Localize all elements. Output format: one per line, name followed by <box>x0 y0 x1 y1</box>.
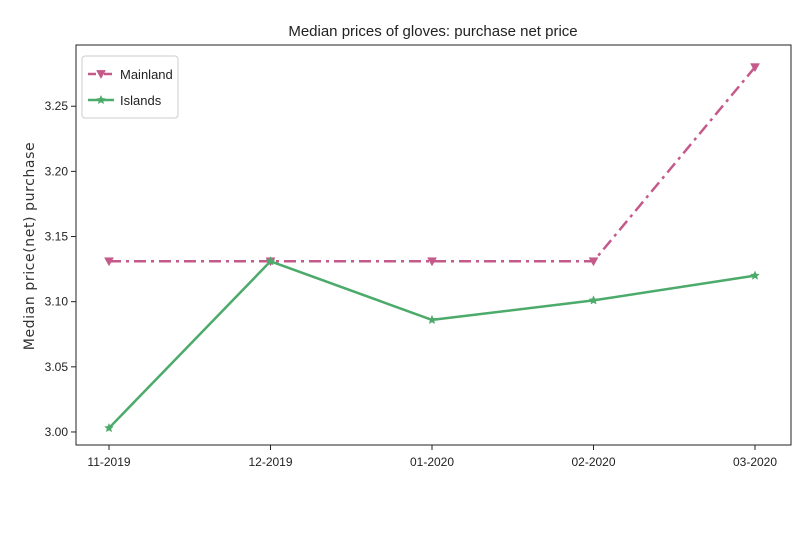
data-point-mainland <box>427 257 437 267</box>
x-tick-label: 03-2020 <box>733 455 777 469</box>
y-tick-label: 3.25 <box>45 99 69 113</box>
legend-marker-islands <box>96 94 106 105</box>
axes: 3.00 3.05 3.10 3.15 3.20 3.25 11-2019 12-2019 01… <box>45 99 778 469</box>
series-layer <box>104 63 760 433</box>
data-point-islands <box>265 256 276 266</box>
x-tick-label: 02-2020 <box>571 455 615 469</box>
y-tick-label: 3.05 <box>45 360 69 374</box>
data-point-islands <box>104 422 114 433</box>
plot-frame <box>75 44 792 446</box>
legend: Mainland Islands <box>81 55 179 119</box>
x-tick-label: 01-2020 <box>410 455 454 469</box>
legend-marker-mainland <box>96 70 106 80</box>
data-point-islands <box>427 314 437 325</box>
legend-label-islands: Islands <box>120 93 162 108</box>
data-point-islands <box>750 270 760 280</box>
data-point-mainland <box>104 257 114 267</box>
x-tick-label: 12-2019 <box>248 455 292 469</box>
series-line-mainland <box>109 66 756 263</box>
data-point-islands <box>588 295 599 305</box>
y-tick-label: 3.00 <box>45 425 69 439</box>
y-tick-label: 3.15 <box>45 230 69 244</box>
plot-area <box>75 44 792 446</box>
y-axis-label: Median price(net) purchase <box>22 142 38 350</box>
legend-label-mainland: Mainland <box>120 67 173 82</box>
x-tick-label: 11-2019 <box>87 455 130 469</box>
chart-title: Median prices of gloves: purchase net pr… <box>288 23 577 40</box>
y-tick-label: 3.10 <box>45 295 69 309</box>
data-point-mainland <box>750 63 760 73</box>
legend-box <box>81 55 179 119</box>
series-islands <box>104 256 760 433</box>
y-tick-label: 3.20 <box>45 164 69 178</box>
data-point-mainland <box>588 257 599 267</box>
